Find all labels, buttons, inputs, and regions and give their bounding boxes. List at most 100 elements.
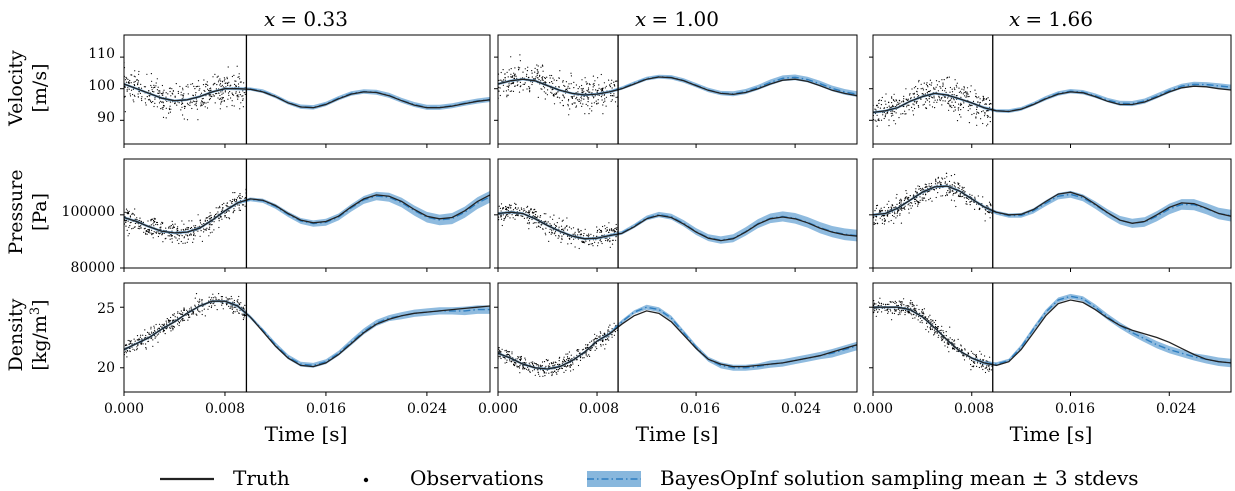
observation-point bbox=[226, 202, 228, 204]
observation-point bbox=[955, 192, 957, 194]
observation-point bbox=[940, 182, 942, 184]
observation-point bbox=[893, 308, 896, 310]
observation-point bbox=[522, 71, 524, 73]
observation-point bbox=[553, 223, 556, 225]
observation-point bbox=[181, 103, 183, 105]
observation-point bbox=[923, 82, 925, 84]
observation-point bbox=[233, 74, 235, 76]
observation-point bbox=[182, 102, 184, 104]
observation-point bbox=[954, 109, 956, 111]
col-title-1-val: = 1.00 bbox=[651, 7, 719, 31]
observation-point bbox=[146, 73, 148, 75]
observation-point bbox=[159, 232, 161, 234]
observation-point bbox=[132, 88, 134, 90]
observation-point bbox=[981, 100, 984, 102]
observation-point bbox=[155, 323, 157, 326]
observation-point bbox=[982, 122, 984, 125]
observation-point bbox=[949, 191, 951, 193]
observation-point bbox=[608, 336, 610, 338]
observation-point bbox=[531, 218, 533, 221]
observation-point bbox=[211, 96, 213, 98]
observation-point bbox=[544, 81, 546, 83]
observation-point bbox=[212, 297, 214, 299]
observation-point bbox=[878, 119, 880, 122]
observation-point bbox=[573, 356, 575, 358]
observation-point bbox=[913, 87, 916, 89]
observation-point bbox=[532, 365, 535, 367]
observation-point bbox=[979, 98, 981, 100]
observation-point bbox=[525, 211, 527, 213]
observation-point bbox=[500, 216, 502, 218]
observation-point bbox=[504, 79, 506, 81]
observation-point bbox=[198, 302, 200, 304]
observation-point bbox=[524, 209, 526, 211]
observation-point bbox=[133, 75, 135, 77]
observation-point bbox=[895, 217, 897, 219]
observation-point bbox=[571, 96, 574, 98]
observation-point bbox=[557, 237, 559, 239]
observation-point bbox=[528, 221, 530, 224]
observation-point bbox=[965, 91, 967, 93]
observation-point bbox=[207, 101, 209, 103]
observation-point bbox=[128, 226, 130, 228]
observation-point bbox=[528, 228, 530, 230]
observation-point bbox=[587, 90, 589, 92]
observation-point bbox=[904, 110, 906, 112]
observation-point bbox=[219, 94, 221, 97]
observation-point bbox=[905, 113, 907, 115]
observation-point bbox=[537, 225, 540, 227]
observation-point bbox=[587, 89, 590, 91]
observation-point bbox=[229, 200, 231, 202]
xlabel-col-1: Time [s] bbox=[636, 422, 719, 446]
observation-point bbox=[608, 326, 610, 328]
observation-point bbox=[953, 99, 955, 101]
observation-point bbox=[172, 90, 174, 92]
observation-point bbox=[919, 201, 921, 203]
observation-point bbox=[910, 202, 912, 204]
observation-point bbox=[578, 231, 580, 233]
observation-point bbox=[580, 230, 582, 232]
observation-point bbox=[980, 118, 982, 120]
observation-point bbox=[982, 365, 984, 367]
axes-frame bbox=[123, 34, 491, 145]
observation-point bbox=[985, 205, 988, 207]
observation-point bbox=[125, 76, 127, 78]
observation-point bbox=[931, 185, 933, 187]
observation-point bbox=[955, 205, 957, 208]
observation-point bbox=[969, 358, 971, 360]
observation-point bbox=[235, 80, 237, 82]
observation-point bbox=[935, 196, 937, 199]
observation-point bbox=[519, 365, 521, 367]
observation-point bbox=[893, 215, 895, 218]
observation-point bbox=[543, 371, 546, 373]
truth-line bbox=[124, 83, 490, 109]
truth-line bbox=[873, 185, 1231, 224]
observation-point bbox=[532, 361, 534, 363]
observation-point bbox=[145, 104, 147, 106]
observation-point bbox=[562, 219, 564, 221]
row-label-density-line1: Density bbox=[5, 298, 27, 371]
observation-point bbox=[214, 102, 216, 104]
observation-point bbox=[611, 243, 614, 245]
observation-point bbox=[957, 183, 959, 186]
observation-point bbox=[134, 226, 136, 228]
observation-point bbox=[612, 239, 614, 241]
observation-point bbox=[142, 334, 144, 336]
observation-point bbox=[571, 358, 573, 360]
observation-point bbox=[567, 85, 569, 87]
observation-point bbox=[903, 206, 905, 209]
observation-point bbox=[541, 361, 544, 363]
observation-point bbox=[182, 114, 184, 116]
observation-point bbox=[917, 319, 919, 321]
observation-point bbox=[210, 224, 212, 226]
observation-point bbox=[933, 321, 935, 324]
observation-point bbox=[506, 71, 508, 73]
observation-point bbox=[561, 229, 563, 231]
observation-point bbox=[219, 83, 222, 85]
observation-point bbox=[915, 188, 917, 190]
observation-point bbox=[127, 235, 129, 237]
observation-point bbox=[225, 86, 227, 88]
observation-point bbox=[517, 207, 519, 209]
observation-point bbox=[150, 224, 152, 226]
observation-point bbox=[545, 372, 547, 374]
